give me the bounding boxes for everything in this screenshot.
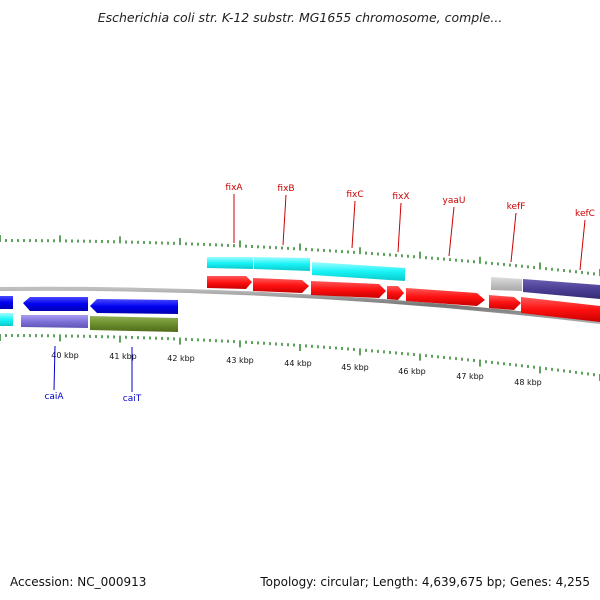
gene-label-caiT[interactable]: caiT xyxy=(123,394,142,404)
gene-label-fixA[interactable]: fixA xyxy=(225,183,243,193)
chromosome-backbone xyxy=(0,286,600,324)
fixC-gene-bar[interactable] xyxy=(312,262,405,281)
caiA-gene-bar[interactable] xyxy=(21,315,88,328)
sequence-summary: Topology: circular; Length: 4,639,675 bp… xyxy=(260,575,590,589)
gene-label-caiA[interactable]: caiA xyxy=(44,392,64,402)
fixB-cds-arrow[interactable] xyxy=(253,278,309,293)
scale-label: 43 kbp xyxy=(226,356,254,365)
gene-label-yaaU[interactable]: yaaU xyxy=(443,196,466,206)
reverse-gene-partial[interactable] xyxy=(0,313,13,326)
caiA-cds-arrow[interactable] xyxy=(23,297,88,311)
sequence-title: Escherichia coli str. K-12 substr. MG165… xyxy=(97,10,503,25)
outer-tick-ring xyxy=(0,235,600,276)
label-pointer-line xyxy=(579,219,586,271)
scale-label: 48 kbp xyxy=(514,378,542,387)
scale-label: 45 kbp xyxy=(341,363,369,372)
gene-label-fixB[interactable]: fixB xyxy=(277,184,294,194)
kefC-cds-arrow[interactable] xyxy=(521,297,600,322)
fixC-cds-arrow[interactable] xyxy=(311,281,386,298)
scale-label: 41 kbp xyxy=(109,352,137,361)
kefC-gene-bar[interactable] xyxy=(523,279,600,299)
gene-label-lines xyxy=(53,194,586,392)
label-pointer-line xyxy=(282,194,287,246)
scale-label: 46 kbp xyxy=(398,367,426,376)
forward-strand-features xyxy=(207,257,600,322)
fixA-gene-bar[interactable] xyxy=(207,257,253,269)
gene-label-kefC[interactable]: kefC xyxy=(575,209,595,219)
label-pointer-line xyxy=(510,212,517,263)
gene-label-kefF[interactable]: kefF xyxy=(507,202,526,212)
kefF-cds-arrow[interactable] xyxy=(489,295,521,310)
fixB-gene-bar[interactable] xyxy=(254,257,310,271)
gene-labels: fixA fixB fixC fixX yaaU kefF kefC caiA caiT xyxy=(44,183,595,404)
scale-label: 47 kbp xyxy=(456,372,484,381)
label-pointer-line xyxy=(53,345,56,391)
fixX-cds-arrow[interactable] xyxy=(387,286,404,300)
inner-tick-ring xyxy=(0,334,600,381)
scale-labels: 40 kbp 41 kbp 42 kbp 43 kbp 44 kbp 45 kbp 46 k… xyxy=(51,351,542,387)
caiT-gene-bar[interactable] xyxy=(90,316,178,332)
scale-label: 42 kbp xyxy=(167,354,195,363)
gene-label-fixX[interactable]: fixX xyxy=(392,192,409,202)
gene-label-fixC[interactable]: fixC xyxy=(346,190,363,200)
label-pointer-line xyxy=(351,200,356,249)
caiT-cds-arrow[interactable] xyxy=(90,299,178,314)
reverse-strand-features xyxy=(0,296,178,332)
scale-label: 40 kbp xyxy=(51,351,79,360)
kefF-gene-bar[interactable] xyxy=(491,277,522,291)
scale-label: 44 kbp xyxy=(284,359,312,368)
yaaU-cds-arrow[interactable] xyxy=(406,288,485,306)
label-pointer-line xyxy=(448,206,455,257)
label-pointer-line xyxy=(397,202,402,253)
accession-label: Accession: NC_000913 xyxy=(10,575,147,589)
reverse-cds-partial[interactable] xyxy=(0,296,13,309)
fixA-cds-arrow[interactable] xyxy=(207,276,252,289)
